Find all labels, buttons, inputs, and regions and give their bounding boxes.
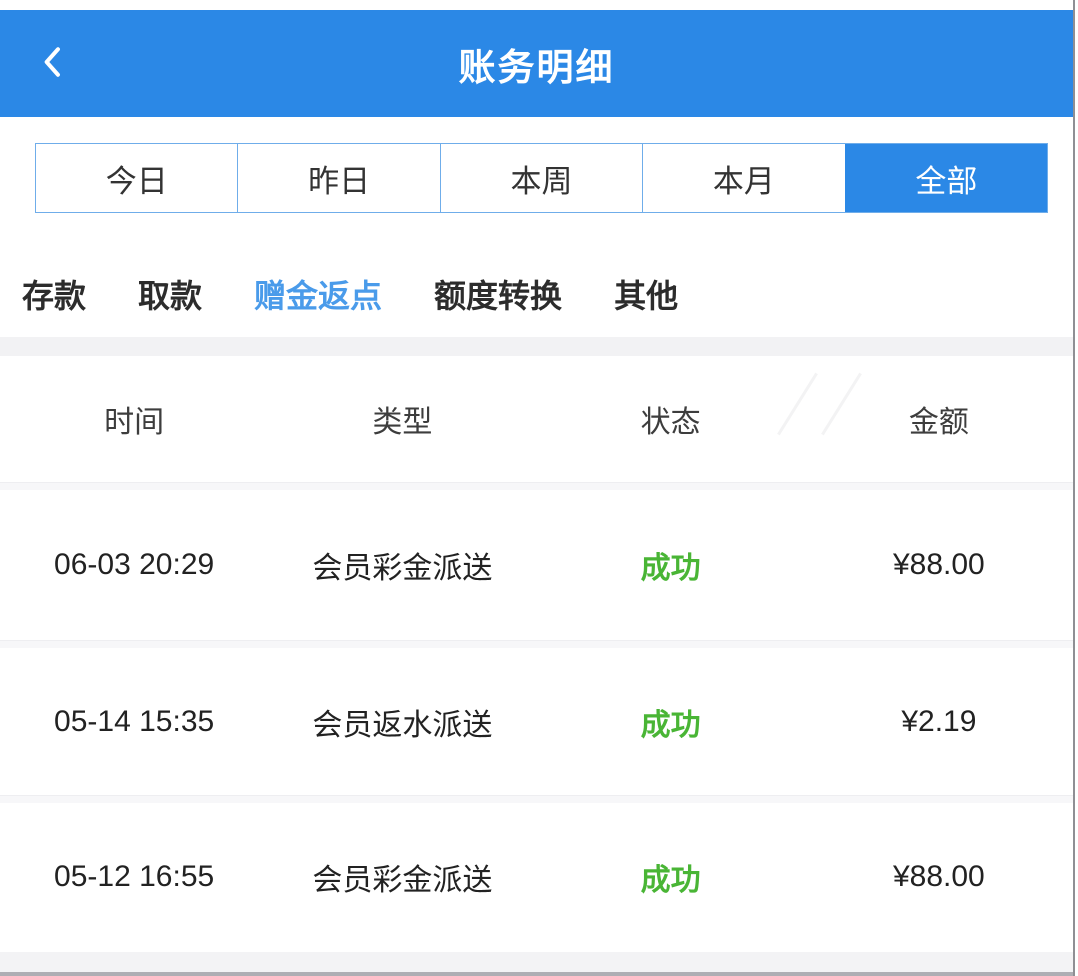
cell-type: 会员彩金派送: [312, 552, 493, 585]
column-header-status: 状态: [640, 406, 701, 439]
back-button[interactable]: [30, 41, 76, 87]
cell-type: 会员返水派送: [312, 708, 493, 742]
cell-status: 成功: [640, 552, 701, 585]
cell-time: 06-03 20:29: [54, 548, 215, 581]
column-header-time: 时间: [104, 406, 165, 439]
table-row[interactable]: 05-14 15:35 会员返水派送 成功 ¥2.19: [0, 648, 1073, 795]
category-tab-withdrawal[interactable]: 取款: [138, 278, 203, 314]
right-edge-line: [1073, 0, 1075, 976]
cell-amount: ¥88.00: [892, 859, 985, 893]
page-title: 账务明细: [458, 46, 615, 88]
cell-status: 成功: [640, 708, 701, 742]
category-tab-bonus-rebate[interactable]: 赠金返点: [254, 278, 383, 314]
range-tab-today[interactable]: 今日: [105, 163, 168, 199]
column-header-type: 类型: [372, 406, 433, 439]
top-strip: [0, 0, 1073, 10]
cell-amount: ¥2.19: [901, 704, 977, 738]
table-row[interactable]: 05-12 16:55 会员彩金派送 成功 ¥88.00: [0, 803, 1073, 950]
row-separator: [0, 795, 1073, 803]
row-separator: [0, 482, 1073, 490]
cell-type: 会员彩金派送: [312, 863, 493, 897]
chevron-left-icon: [36, 41, 70, 86]
date-range-tabs: 今日 昨日 本周 本月 全部: [35, 143, 1048, 213]
category-tab-deposit[interactable]: 存款: [22, 278, 87, 314]
cell-amount: ¥88.00: [892, 548, 985, 581]
category-tabs: 存款 取款 赠金返点 额度转换 其他: [22, 258, 678, 330]
cell-time: 05-12 16:55: [54, 859, 215, 893]
divider-strip: [0, 337, 1073, 356]
column-header-amount: 金额: [908, 406, 969, 439]
cell-time: 05-14 15:35: [54, 704, 215, 738]
bottom-strip: [0, 952, 1073, 972]
range-tab-this-month[interactable]: 本月: [642, 144, 844, 212]
category-tab-other[interactable]: 其他: [614, 278, 679, 314]
table-header-row: 时间 类型 状态 金额: [0, 356, 1073, 482]
app-header: 账务明细: [0, 10, 1073, 117]
category-tab-quota-transfer[interactable]: 额度转换: [434, 278, 563, 314]
table-row[interactable]: 06-03 20:29 会员彩金派送 成功 ¥88.00: [0, 490, 1073, 640]
range-tab-all[interactable]: 全部: [844, 144, 1048, 212]
bottom-edge-line: [0, 972, 1073, 976]
range-tab-yesterday[interactable]: 昨日: [237, 144, 439, 212]
row-separator: [0, 640, 1073, 648]
range-tab-this-week[interactable]: 本周: [439, 144, 642, 212]
cell-status: 成功: [640, 863, 701, 897]
